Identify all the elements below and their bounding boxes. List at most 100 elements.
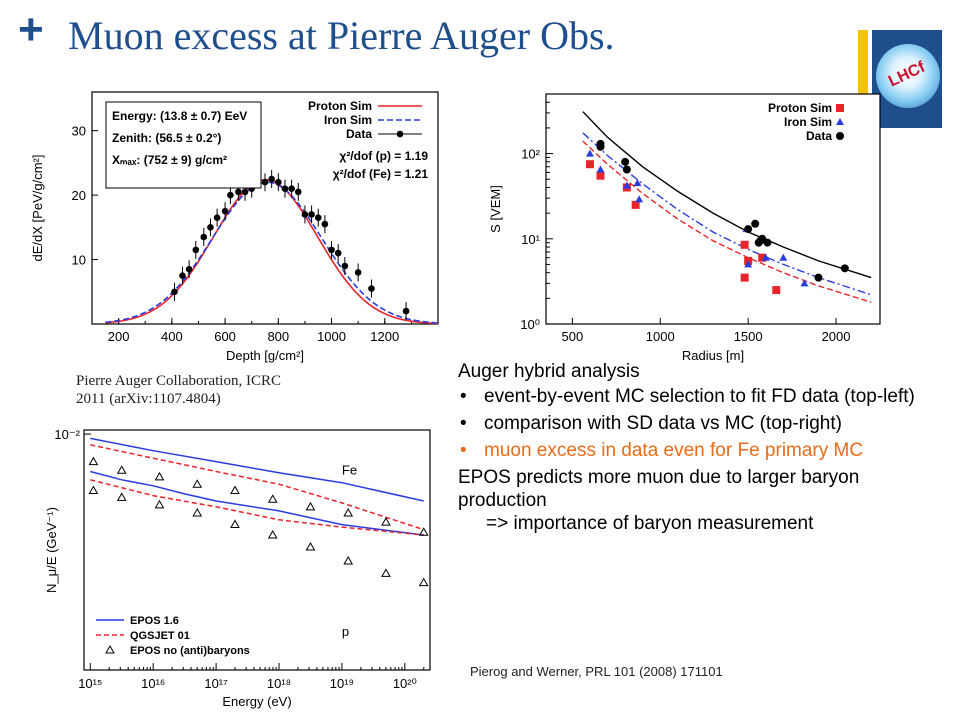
legend-qgsjet-label: QGSJET 01 [130, 630, 190, 642]
x-axis-label: Radius [m] [682, 348, 744, 363]
legend-no-baryon-marker [105, 644, 115, 654]
no-baryon-point [267, 494, 278, 503]
data-point [235, 188, 242, 196]
no-baryon-point [116, 492, 127, 501]
iron-sim-point [800, 279, 809, 287]
iron-sim-point [779, 253, 788, 261]
no-baryon-point [88, 456, 99, 466]
no-baryon-point [381, 517, 391, 526]
proton-sim-point [740, 273, 749, 282]
chi2-proton: χ²/dof (p) = 1.19 [339, 149, 428, 163]
x-axis-label: Depth [g/cm²] [226, 348, 304, 363]
fit-curve [582, 132, 872, 296]
plot-frame [545, 93, 881, 325]
data-point [328, 246, 335, 254]
legend-data-marker [836, 132, 844, 140]
iron-sim-point [622, 181, 631, 189]
y-tick-label: 30 [72, 124, 86, 139]
no-baryon-point [267, 530, 278, 539]
data-point [261, 178, 269, 186]
slide-plus-mark: + [18, 5, 44, 54]
no-baryon-point [418, 527, 429, 536]
x-tick-label: 10¹⁹ [330, 676, 354, 691]
logo-accent-bar [858, 30, 868, 94]
data-point [213, 214, 221, 221]
data-point [200, 233, 208, 241]
data-point [301, 211, 309, 218]
baryon-importance: => importance of baryon measurement [486, 513, 814, 534]
y-axis-label: S [VEM] [488, 185, 503, 233]
data-point [192, 246, 200, 254]
y-axis-label: N_μ/E (GeV⁻¹) [44, 507, 59, 593]
analysis-notes: Auger hybrid analysis event-by-event MC … [458, 360, 948, 535]
proton-sim-point [631, 200, 640, 209]
data-point [294, 188, 302, 196]
info-energy: Energy: (13.8 ± 0.7) EeV [112, 109, 247, 123]
x-tick-label: 10¹⁵ [78, 676, 102, 691]
legend-epos-label: EPOS 1.6 [130, 615, 179, 627]
data-point [334, 249, 342, 257]
no-baryon-point [154, 499, 165, 509]
legend-iron-marker [836, 118, 844, 125]
no-baryon-point [418, 577, 429, 587]
x-tick-label: 10²⁰ [393, 676, 417, 691]
info-xmax: Xₘₐₓ: (752 ± 9) g/cm² [112, 153, 227, 167]
lhcf-logo-circle [876, 44, 940, 108]
x-tick-label: 400 [161, 329, 183, 344]
data-point [840, 264, 849, 273]
y-tick-label: 20 [72, 188, 86, 203]
no-baryon-point [381, 568, 391, 577]
proton-sim-point [740, 240, 749, 249]
data-point [368, 285, 375, 292]
data-point [288, 185, 295, 192]
proton-sim-point [596, 171, 605, 180]
data-point [621, 157, 630, 166]
no-baryon-point [192, 508, 203, 517]
fit-curve [582, 140, 872, 303]
model-curve [90, 444, 424, 531]
y-tick-label: 10² [521, 147, 540, 162]
data-point [179, 272, 186, 279]
legend-proton-marker [836, 104, 844, 112]
plot-frame [83, 429, 431, 671]
proton-sim-point [585, 160, 594, 169]
caption-auger: Pierre Auger Collaboration, ICRC 2011 (a… [76, 373, 281, 407]
x-tick-label: 1200 [370, 329, 399, 344]
x-tick-label: 800 [267, 329, 289, 344]
info-box [105, 101, 262, 189]
no-baryon-point [116, 465, 127, 474]
y-tick-label: 10¹ [521, 232, 540, 247]
x-tick-label: 500 [562, 329, 584, 344]
label-p: p [342, 624, 349, 639]
data-point [281, 185, 289, 192]
no-baryon-point [88, 485, 99, 495]
data-point [185, 265, 193, 273]
model-curve [90, 437, 424, 502]
data-point [171, 288, 178, 296]
model-curve [90, 470, 424, 536]
slide-title: Muon excess at Pierre Auger Obs. [68, 13, 615, 58]
y-tick-label: 10⁰ [520, 317, 540, 332]
legend-data-marker [396, 130, 404, 138]
data-point [763, 238, 772, 247]
data-point [751, 219, 760, 228]
x-tick-label: 2000 [822, 329, 851, 344]
analysis-heading: Auger hybrid analysis [458, 361, 640, 382]
legend-proton-label: Proton Sim [308, 99, 372, 113]
legend-proton-label: Proton Sim [768, 101, 832, 115]
iron-sim-point [761, 253, 770, 261]
x-tick-label: 10¹⁸ [267, 676, 291, 691]
data-point [314, 214, 322, 221]
x-tick-label: 200 [108, 329, 130, 344]
info-zenith: Zenith: (56.5 ± 0.2°) [112, 131, 221, 145]
iron-sim-point [585, 149, 594, 157]
data-point [308, 211, 315, 218]
no-baryon-point [192, 479, 203, 488]
chi2-iron: χ²/dof (Fe) = 1.21 [333, 167, 429, 181]
no-baryon-point [343, 508, 354, 517]
y-tick-label: 10 [72, 253, 86, 268]
data-point [622, 165, 631, 174]
x-tick-label: 600 [214, 329, 236, 344]
longitudinal-profile-chart: 200 400 600 800 1000 1200 10 20 30 Depth [g/cm²] d… [30, 91, 439, 363]
x-tick-label: 1000 [317, 329, 346, 344]
